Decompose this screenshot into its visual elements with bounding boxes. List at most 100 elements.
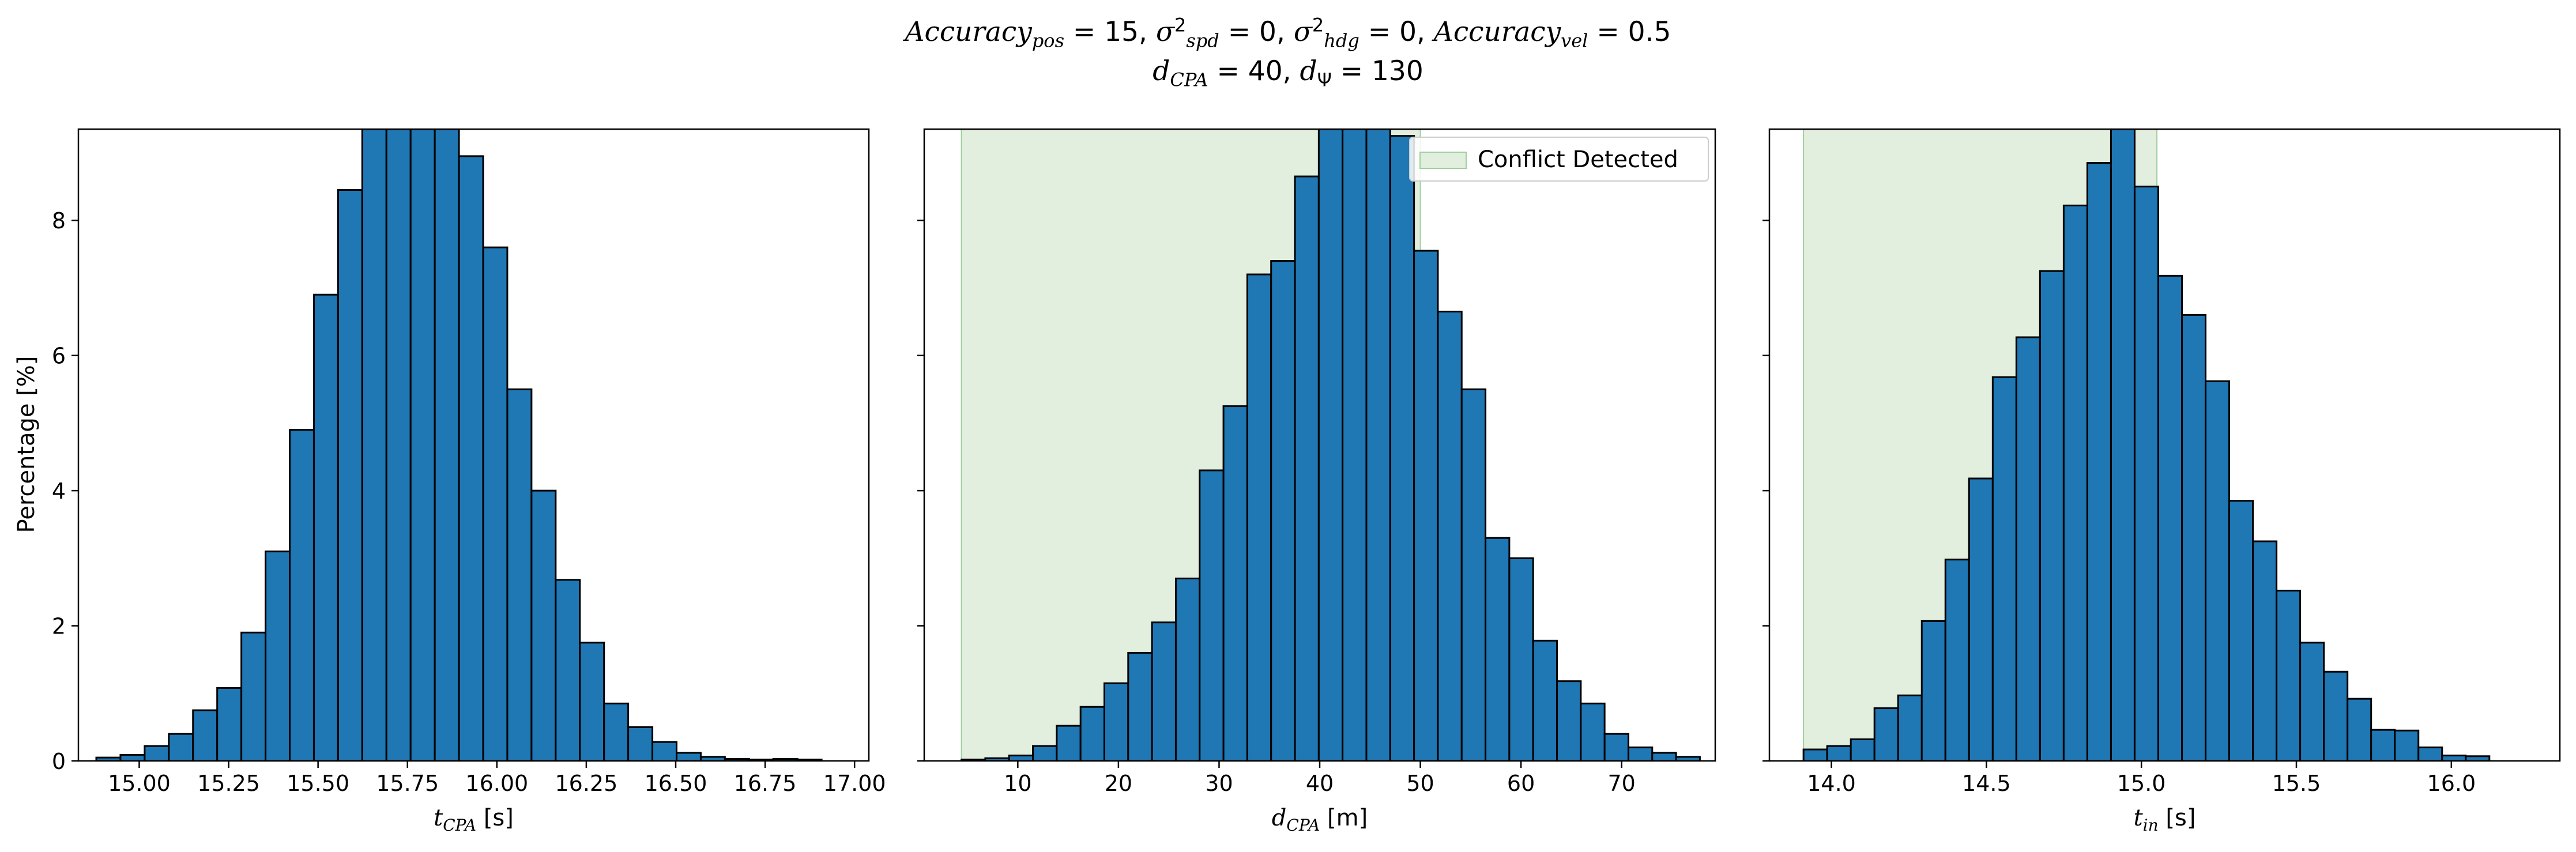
x-tick-label: 30: [1205, 771, 1233, 796]
histogram-bar: [1826, 745, 1852, 761]
histogram-bar: [119, 753, 146, 761]
x-tick-label: 16.75: [734, 771, 797, 796]
legend-swatch: [1419, 152, 1467, 169]
histogram-bar: [1580, 702, 1606, 761]
x-tick-label: 50: [1406, 771, 1434, 796]
histogram-bar: [1317, 129, 1344, 761]
histogram-bar: [2133, 186, 2159, 761]
histogram-bar: [651, 741, 677, 761]
x-tick-label: 15.75: [376, 771, 439, 796]
x-tick-label: 14.5: [1962, 771, 2011, 796]
histogram-bar: [579, 642, 605, 761]
x-tick-label: 16.50: [645, 771, 707, 796]
histogram-bar: [1897, 694, 1923, 761]
x-tick-label: 15.0: [2117, 771, 2166, 796]
axes-frame: [1768, 128, 2561, 762]
histogram-bar: [2370, 729, 2396, 761]
histogram-bar: [168, 733, 194, 761]
histogram-bar: [1532, 639, 1558, 761]
x-tick-label: 16.00: [465, 771, 528, 796]
histogram-bar: [361, 129, 387, 761]
histogram-bar: [385, 129, 412, 761]
histogram-bar: [2062, 204, 2088, 761]
histogram-bar: [1968, 477, 1994, 761]
histogram-bar: [2252, 540, 2278, 761]
histogram-bar: [1246, 273, 1272, 761]
x-axis-label: tin [s]: [2133, 805, 2196, 835]
histogram-bar: [603, 702, 630, 761]
histogram-bar: [1627, 747, 1654, 761]
y-tick-label: 6: [52, 344, 66, 369]
histogram-bar: [2299, 642, 2325, 761]
x-tick-label: 60: [1507, 771, 1535, 796]
legend-box: [1409, 137, 1709, 182]
histogram-bar: [2465, 755, 2491, 761]
histogram-bar: [1556, 680, 1582, 761]
histogram-bar: [627, 726, 654, 761]
histogram-bar: [216, 687, 243, 761]
y-tick-label: 0: [52, 749, 66, 774]
legend-entry-label: Conflict Detected: [1478, 146, 1678, 173]
histogram-bar: [1603, 733, 1629, 761]
histogram-bar: [1365, 129, 1391, 761]
x-tick-label: 20: [1105, 771, 1132, 796]
histogram-bar: [337, 189, 363, 761]
legend: Conflict Detected: [1409, 137, 1709, 182]
histogram-bar: [144, 745, 170, 761]
histogram-bar: [1032, 745, 1058, 761]
axes-frame: [77, 128, 870, 762]
x-tick-label: 15.25: [197, 771, 260, 796]
histogram-bar: [1460, 388, 1487, 761]
plot-area: [1802, 129, 2491, 761]
y-axis-label: Percentage [%]: [13, 356, 40, 533]
histogram-bar: [1199, 469, 1225, 761]
histogram-bar: [1056, 725, 1082, 761]
histogram-bar: [2323, 670, 2349, 761]
histogram-bar: [1174, 578, 1201, 761]
histogram-bar: [1342, 129, 1368, 761]
histogram-bar: [2276, 590, 2302, 761]
histogram-bar: [1850, 738, 1875, 761]
title-line-1: Accuracypos = 15, σ2spd = 0, σ2hdg = 0, …: [905, 14, 1671, 52]
chart-panel-1: 15.00 15.25 15.50 15.75 16.00 16.25 16.50 16.75…: [52, 128, 886, 796]
histogram-bar: [434, 129, 460, 761]
histogram-bar: [2417, 747, 2443, 761]
histogram-bar: [409, 129, 436, 761]
x-tick-label: 70: [1607, 771, 1635, 796]
histogram-bar: [1127, 651, 1153, 761]
histogram-bar: [312, 293, 339, 761]
x-tick-label: 16.25: [555, 771, 618, 796]
x-tick-label: 14.0: [1807, 771, 1856, 796]
histogram-bar: [1151, 621, 1177, 761]
histogram-bar: [1413, 250, 1439, 761]
x-axis-label: tCPA [s]: [434, 805, 514, 835]
histogram-bar: [1389, 135, 1415, 761]
plot-area: [95, 129, 823, 761]
y-tick-label: 2: [52, 614, 66, 639]
y-tick-label: 8: [52, 208, 66, 233]
x-tick-label: 16.0: [2427, 771, 2476, 796]
histogram-bar: [2228, 500, 2254, 761]
histogram-bar: [1920, 620, 1946, 761]
x-tick-label: 10: [1004, 771, 1031, 796]
histogram-bar: [1802, 748, 1828, 761]
histogram-bar: [530, 489, 557, 761]
histogram-bar: [555, 579, 581, 761]
histogram-bar: [1437, 310, 1463, 761]
histogram-bar: [675, 752, 702, 761]
histogram-bar: [1270, 260, 1296, 761]
histogram-bar: [506, 388, 533, 761]
histogram-bar: [2181, 314, 2207, 761]
histogram-bar: [240, 631, 267, 761]
histogram-bar: [1103, 682, 1129, 761]
x-tick-label: 40: [1306, 771, 1334, 796]
histogram-bar: [1508, 557, 1534, 761]
histogram-bar: [2110, 129, 2136, 761]
histogram-bar: [2205, 380, 2231, 761]
histogram-bar: [1294, 175, 1320, 761]
histogram-bar: [1485, 537, 1511, 761]
y-tick-label: 4: [52, 478, 66, 504]
chart-panel-3: 14.0 14.5 15.0 15.5 16.0: [1762, 128, 2561, 796]
histogram-bar: [1008, 755, 1034, 761]
